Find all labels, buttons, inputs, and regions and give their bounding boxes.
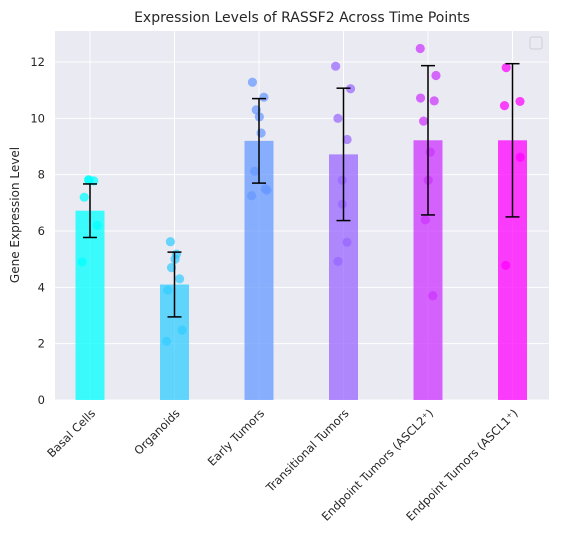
- data-point: [331, 61, 341, 71]
- data-point: [415, 93, 426, 103]
- error-layer: [83, 62, 520, 318]
- y-tick-label: 8: [38, 168, 45, 182]
- y-tick-label: 12: [30, 55, 45, 69]
- bar: [75, 210, 105, 400]
- data-point: [429, 96, 439, 106]
- data-point: [333, 256, 343, 267]
- data-point: [428, 291, 438, 301]
- data-point: [259, 92, 269, 102]
- x-tick-label: Organoids: [131, 406, 182, 457]
- data-point: [247, 77, 258, 87]
- data-point: [420, 215, 430, 225]
- y-tick-label: 4: [38, 280, 45, 294]
- data-point: [246, 191, 257, 201]
- chart-title: Expression Levels of RASSF2 Across Time …: [134, 10, 470, 26]
- data-point: [515, 96, 525, 107]
- data-point: [342, 237, 352, 247]
- data-point: [256, 128, 266, 138]
- y-tick-label: 6: [38, 224, 45, 238]
- data-point: [501, 260, 511, 270]
- data-point: [415, 43, 425, 54]
- data-point: [333, 113, 343, 123]
- data-point: [337, 199, 347, 209]
- data-point: [345, 84, 356, 94]
- data-point: [89, 176, 99, 186]
- data-point: [79, 192, 89, 202]
- data-point: [92, 220, 102, 230]
- data-point: [161, 336, 172, 347]
- data-point: [163, 285, 173, 295]
- data-point: [515, 152, 525, 162]
- data-point: [337, 175, 347, 185]
- data-point: [77, 257, 87, 267]
- y-tick-labels: 0 2 4 6 8 10 12: [30, 55, 45, 407]
- legend-box: [529, 36, 543, 50]
- x-tick-label: Early Tumors: [205, 406, 267, 468]
- data-point: [431, 70, 441, 81]
- data-point: [165, 237, 175, 247]
- data-point: [418, 116, 429, 126]
- y-tick-label: 2: [38, 337, 45, 351]
- plot-background: [55, 31, 549, 400]
- data-point: [174, 274, 185, 284]
- data-point: [499, 101, 510, 111]
- y-tick-label: 0: [38, 393, 45, 407]
- data-point: [177, 325, 187, 335]
- y-axis-label: Gene Expression Level: [8, 147, 22, 283]
- x-tick-labels: Basal Cells Organoids Early TumorsTransiti…: [44, 406, 520, 523]
- x-tick-label: Transitional Tumors: [262, 406, 351, 495]
- data-point: [425, 147, 435, 157]
- data-point: [342, 134, 352, 145]
- data-point: [501, 63, 511, 73]
- bar: [244, 140, 274, 400]
- y-tick-label: 10: [30, 111, 45, 125]
- data-point: [250, 166, 260, 176]
- x-tick-label: Basal Cells: [44, 406, 98, 460]
- data-point: [262, 185, 272, 195]
